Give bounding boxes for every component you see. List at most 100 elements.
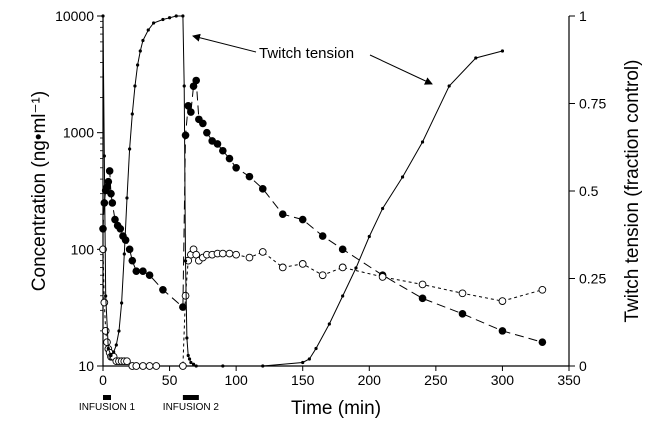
x-tick-label: 200 (358, 372, 382, 388)
data-point-filled (232, 163, 240, 172)
data-point-filled (538, 338, 547, 346)
series-line-2 (102, 248, 543, 367)
data-point-open (179, 362, 187, 370)
infusion-label-1: INFUSION 1 (79, 402, 136, 413)
data-point-filled (418, 294, 427, 303)
data-point-small (420, 140, 425, 144)
y-left-ticks: 10 100 1000 10000 (55, 8, 103, 374)
data-point-small (474, 56, 478, 60)
twitch-arrow-right (369, 54, 433, 85)
data-point-small (500, 49, 505, 53)
data-point-filled (498, 327, 507, 335)
data-point-filled (107, 189, 115, 198)
series-layer (99, 14, 547, 370)
data-point-filled (458, 310, 467, 318)
data-point-filled (121, 236, 130, 244)
data-point-open (378, 273, 387, 281)
y-right-tick-label: 0 (579, 358, 587, 374)
data-point-small (128, 147, 132, 151)
x-tick-label: 350 (557, 372, 581, 388)
data-point-filled (203, 128, 211, 137)
data-point-open (181, 291, 190, 300)
data-point-filled (278, 210, 287, 219)
data-point-small (120, 301, 124, 305)
data-point-small (447, 84, 451, 88)
y-axis-left-title: Concentration (ng•ml⁻¹) (29, 91, 50, 291)
data-point-small (130, 112, 134, 116)
data-point-small (194, 364, 198, 368)
data-point-small (133, 84, 137, 88)
data-point-filled (245, 172, 254, 181)
data-point-small (221, 364, 225, 368)
data-point-open (99, 245, 107, 254)
data-point-open (458, 289, 467, 298)
y-left-tick-label: 10 (78, 358, 94, 374)
data-point-small (186, 353, 190, 358)
data-point-open (139, 362, 147, 370)
data-point-open (103, 338, 111, 347)
data-point-filled (225, 154, 234, 163)
y-left-tick-label: 1000 (63, 125, 94, 141)
data-point-filled (139, 267, 147, 275)
data-point-filled (219, 146, 227, 155)
data-point-small (104, 294, 108, 298)
data-point-small (146, 28, 150, 32)
data-point-filled (145, 271, 154, 280)
data-point-open (245, 253, 254, 262)
data-point-filled (105, 167, 114, 175)
data-point-open (218, 249, 227, 258)
data-point-small (187, 357, 192, 361)
infusion-layer: INFUSION 1 INFUSION 2 (79, 395, 219, 413)
data-point-small (185, 336, 189, 340)
data-point-small (141, 38, 145, 43)
x-tick-label: 150 (291, 372, 315, 388)
x-tick-label: 50 (162, 372, 178, 388)
data-point-filled (213, 140, 222, 148)
data-point-small (354, 266, 358, 270)
data-point-open (152, 362, 161, 370)
y-axis-right-title: Twitch tension (fraction control) (622, 60, 643, 323)
y-right-tick-label: 0.25 (579, 271, 606, 287)
data-point-filled (159, 285, 167, 294)
series-line-3 (102, 15, 503, 367)
data-point-filled (128, 256, 137, 265)
data-point-open (258, 248, 267, 256)
data-point-open (225, 249, 234, 258)
y-right-tick-label: 0.75 (579, 96, 606, 112)
data-point-open (498, 297, 507, 305)
data-point-filled (187, 108, 195, 116)
data-point-small (102, 154, 106, 158)
data-point-small (109, 353, 113, 358)
data-point-small (181, 14, 185, 18)
data-point-small (182, 84, 186, 88)
data-point-small (307, 357, 311, 361)
data-point-small (301, 360, 305, 365)
y-left-tick-label: 100 (71, 241, 95, 257)
data-point-open (538, 285, 547, 294)
data-point-small (161, 17, 165, 22)
data-point-filled (99, 224, 107, 233)
data-point-filled (116, 224, 125, 233)
data-point-filled (199, 119, 207, 128)
data-point-small (183, 259, 188, 263)
data-point-filled (181, 131, 190, 140)
data-point-filled (258, 185, 267, 193)
data-point-small (114, 343, 118, 347)
y-right-ticks: 0 0.25 0.5 0.75 1 (569, 8, 606, 374)
data-point-small (314, 346, 318, 351)
data-point-filled (104, 177, 113, 186)
x-axis-title: Time (min) (291, 398, 381, 419)
data-point-open (338, 263, 347, 272)
x-tick-label: 0 (99, 372, 107, 388)
x-tick-label: 300 (491, 372, 515, 388)
x-tick-label: 100 (224, 372, 248, 388)
data-point-filled (184, 101, 193, 110)
data-point-small (327, 322, 331, 326)
data-point-small (112, 350, 116, 354)
data-point-small (174, 14, 178, 18)
data-point-open (232, 250, 240, 259)
data-point-filled (298, 215, 307, 224)
infusion-bar-2 (182, 395, 199, 400)
data-point-filled (318, 232, 327, 240)
data-point-small (400, 175, 405, 179)
